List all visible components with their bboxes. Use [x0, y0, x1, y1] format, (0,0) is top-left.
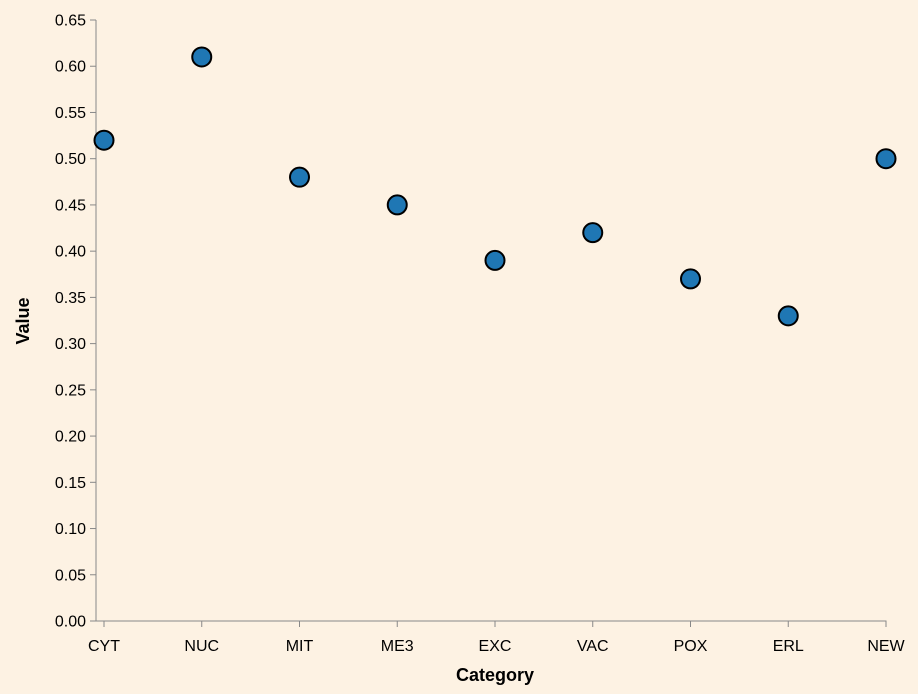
data-point-nuc [191, 46, 213, 68]
x-tick-label: MIT [286, 638, 314, 655]
y-tick-label: 0.15 [55, 475, 86, 492]
x-tick-label: CYT [88, 638, 120, 655]
data-point-mit [289, 166, 310, 188]
data-point-new [875, 148, 897, 170]
data-point-me3 [386, 194, 408, 216]
x-tick-label: NEW [867, 638, 905, 655]
y-tick-label: 0.65 [55, 13, 86, 30]
y-tick-label: 0.30 [55, 336, 86, 353]
data-points [93, 46, 897, 327]
y-tick-label: 0.10 [55, 521, 86, 538]
y-tick-label: 0.45 [55, 197, 86, 214]
y-tick-label: 0.50 [55, 151, 86, 168]
y-tick-label: 0.25 [55, 382, 86, 399]
data-point-vac [582, 222, 604, 244]
y-tick-label: 0.20 [55, 429, 86, 446]
y-tick-label: 0.55 [55, 105, 86, 122]
y-tick-label: 0.35 [55, 290, 86, 307]
x-tick-label: NUC [184, 638, 219, 655]
x-tick-label: POX [674, 638, 708, 655]
data-point-exc [484, 249, 506, 271]
x-tick-label: EXC [479, 638, 512, 655]
y-axis: 0.00 0.05 0.10 0.15 0.20 0.25 0.30 0.35 0.40 0.45… [55, 13, 97, 631]
data-point-pox [680, 268, 701, 290]
x-axis-title: Category [456, 665, 534, 685]
x-tick-label: ERL [773, 638, 804, 655]
x-tick-label: ME3 [381, 638, 414, 655]
x-tick-label: VAC [577, 638, 609, 655]
y-tick-label: 0.60 [55, 59, 86, 76]
y-axis-title: Value [13, 297, 33, 344]
y-tick-label: 0.05 [55, 567, 86, 584]
y-tick-label: 0.40 [55, 244, 86, 261]
data-point-cyt [93, 129, 115, 151]
y-tick-label: 0.00 [55, 614, 86, 631]
x-axis: CYT NUC MIT ME3 EXC VAC POX ERL NEW [88, 620, 906, 655]
data-point-erl [777, 305, 799, 327]
